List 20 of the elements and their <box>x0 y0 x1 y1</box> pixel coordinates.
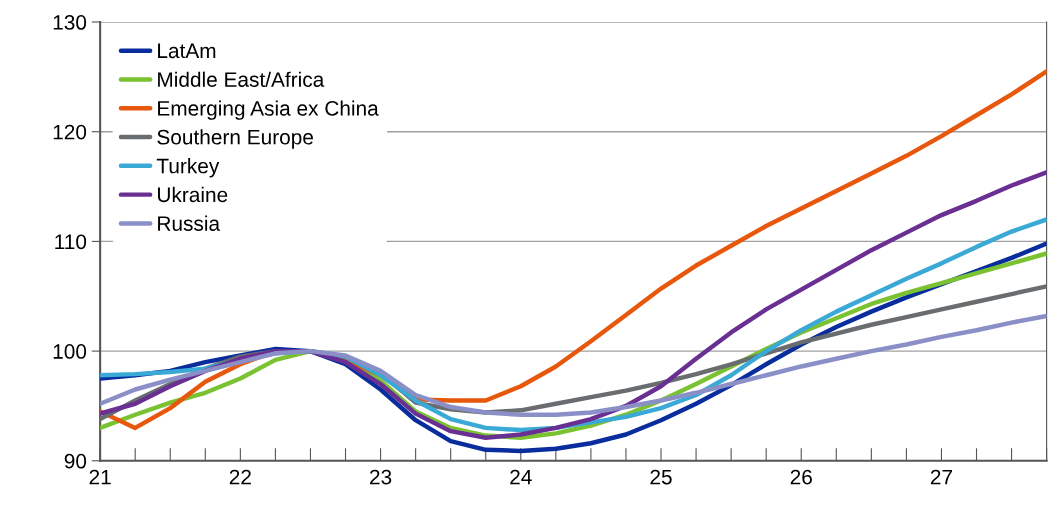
legend-label: Southern Europe <box>157 129 313 149</box>
legend-label: Turkey <box>156 158 220 178</box>
y-tick-label: 130 <box>53 15 87 30</box>
x-tick-label: 27 <box>930 469 952 485</box>
legend-label: Middle East/Africa <box>158 71 325 87</box>
line-series <box>100 313 1047 417</box>
y-tick-label: 120 <box>53 124 87 140</box>
legend-label: LatAm <box>158 43 216 59</box>
x-tick-label: 24 <box>510 469 532 485</box>
x-tick-label: 26 <box>790 469 812 485</box>
legend-label: Ukraine <box>157 186 228 203</box>
x-tick-label: 22 <box>229 469 251 485</box>
y-tick-label: 110 <box>55 234 87 250</box>
x-tick-label: 21 <box>89 469 111 485</box>
legend-label: Emerging Asia ex China <box>158 100 379 120</box>
y-tick-label: 90 <box>64 453 87 469</box>
legend-label: Russia <box>158 215 221 231</box>
x-tick-label: 25 <box>650 469 672 485</box>
y-tick-label: 100 <box>53 344 87 359</box>
x-tick-label: 23 <box>370 469 392 485</box>
